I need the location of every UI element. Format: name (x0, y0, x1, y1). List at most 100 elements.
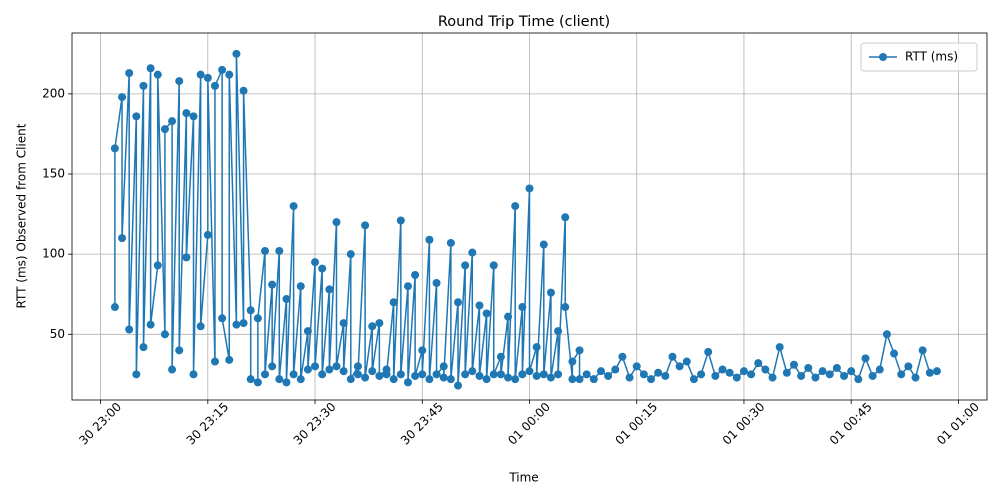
data-point (840, 371, 849, 380)
data-point (225, 70, 234, 79)
data-point (804, 363, 813, 372)
data-point (618, 352, 627, 361)
data-point (118, 234, 127, 243)
data-point (232, 320, 241, 329)
data-point (604, 371, 613, 380)
data-point (332, 218, 341, 227)
data-point (782, 368, 791, 377)
x-tick-label: 01 00:00 (505, 400, 553, 448)
data-point (754, 359, 763, 368)
data-point (175, 346, 184, 355)
data-point (554, 327, 563, 336)
y-tick-label: 200 (42, 86, 65, 100)
data-point (561, 303, 570, 312)
data-point (461, 261, 470, 270)
data-point (525, 367, 534, 376)
data-point (539, 370, 548, 379)
data-point (789, 360, 798, 369)
data-point (554, 370, 563, 379)
data-point (189, 370, 198, 379)
data-point (475, 301, 484, 310)
data-point (847, 367, 856, 376)
legend-label: RTT (ms) (905, 50, 958, 64)
data-point (647, 375, 656, 384)
data-point (361, 373, 370, 382)
data-point (396, 370, 405, 379)
x-tick-label: 01 01:00 (934, 400, 982, 448)
data-point (575, 346, 584, 355)
data-point (396, 216, 405, 225)
data-point (425, 375, 434, 384)
data-point (897, 370, 906, 379)
data-point (275, 375, 284, 384)
data-point (675, 362, 684, 371)
data-point (296, 375, 305, 384)
data-point (110, 144, 119, 153)
data-point (268, 362, 277, 371)
data-point (511, 202, 520, 211)
data-point (382, 370, 391, 379)
data-point (625, 373, 634, 382)
series-line (114, 53, 938, 386)
data-point (575, 375, 584, 384)
data-point (661, 371, 670, 380)
data-point (261, 370, 270, 379)
data-point (168, 117, 177, 126)
data-point (854, 375, 863, 384)
data-point (811, 373, 820, 382)
x-tick-label: 30 23:30 (291, 400, 339, 448)
data-point (768, 373, 777, 382)
data-point (568, 357, 577, 366)
data-point (532, 343, 541, 352)
y-tick-label: 150 (42, 167, 65, 181)
data-point (704, 347, 713, 356)
data-point (175, 77, 184, 86)
data-point (182, 253, 191, 262)
data-point (203, 230, 212, 239)
data-point (654, 368, 663, 377)
data-point (418, 370, 427, 379)
data-point (203, 73, 212, 82)
data-point (353, 370, 362, 379)
data-point (482, 375, 491, 384)
data-point (504, 373, 513, 382)
data-point (511, 375, 520, 384)
data-point (368, 322, 377, 331)
data-point (296, 282, 305, 291)
data-point (346, 375, 355, 384)
x-tick-label: 01 00:30 (720, 400, 768, 448)
data-point (718, 365, 727, 374)
data-point (282, 295, 291, 304)
data-point (282, 378, 291, 387)
data-point (825, 370, 834, 379)
data-point (725, 368, 734, 377)
data-point (425, 235, 434, 244)
data-point (868, 371, 877, 380)
data-point (218, 65, 227, 74)
data-point (368, 367, 377, 376)
data-point (446, 238, 455, 247)
data-point (246, 306, 255, 315)
data-point (332, 362, 341, 371)
data-point (160, 125, 169, 134)
x-tick-label: 01 00:15 (612, 400, 660, 448)
data-point (532, 371, 541, 380)
data-point (818, 367, 827, 376)
data-point (346, 250, 355, 259)
y-tick-label: 50 (50, 327, 65, 341)
data-point (375, 319, 384, 328)
legend-marker (879, 53, 887, 61)
data-point (911, 373, 920, 382)
data-point (561, 213, 570, 222)
data-point (639, 370, 648, 379)
chart-title: Round Trip Time (client) (438, 14, 610, 30)
data-point (153, 261, 162, 270)
data-point (210, 81, 219, 90)
data-point (239, 319, 248, 328)
data-point (775, 343, 784, 352)
data-point (246, 375, 255, 384)
data-point (489, 261, 498, 270)
data-point (196, 322, 205, 331)
data-point (418, 346, 427, 355)
data-point (361, 221, 370, 230)
